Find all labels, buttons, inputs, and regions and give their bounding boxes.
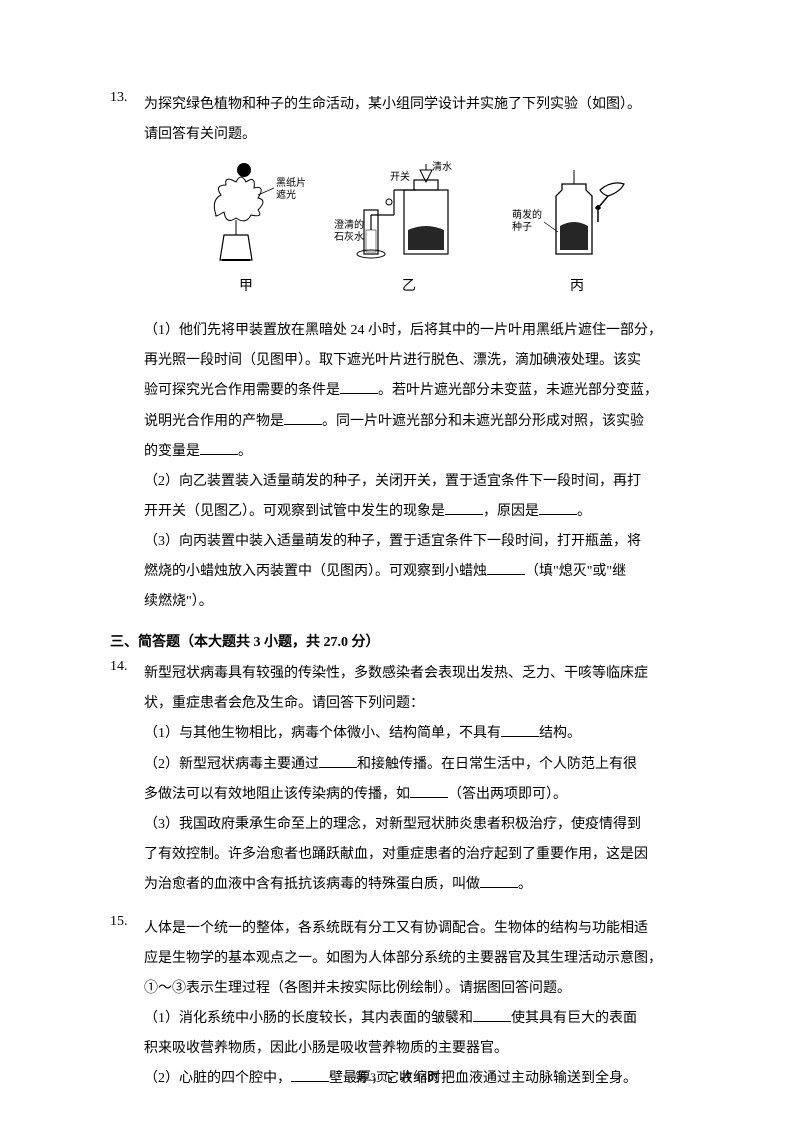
q15-intro-c: ①～③表示生理过程（各图并未按实际比例绘制）。请据图回答问题。 xyxy=(144,974,684,1004)
question-13: 13. 为探究绿色植物和种子的生命活动，某小组同学设计并实施了下列实验（如图）。… xyxy=(110,90,684,617)
blank xyxy=(319,754,357,768)
diagram-label-bing: 丙 xyxy=(570,272,584,302)
diagram-label-yi: 乙 xyxy=(402,272,416,302)
q15-intro-a: 人体是一个统一的整体，各系统既有分工又有协调配合。生物体的结构与功能相适 xyxy=(144,914,684,944)
q14-p1: （1）与其他生物相比，病毒个体微小、结构简单，不具有结构。 xyxy=(144,719,684,749)
blank xyxy=(445,501,483,515)
q14-p3c: 为治愈者的血液中含有抵抗该病毒的特殊蛋白质，叫做。 xyxy=(144,870,684,900)
label-shade: 遮光 xyxy=(276,188,296,201)
svg-text:开关: 开关 xyxy=(390,170,410,183)
svg-text:石灰水: 石灰水 xyxy=(334,230,364,243)
blank xyxy=(284,411,322,425)
q13-p3a: （3）向丙装置中装入适量萌发的种子，置于适宜条件下一段时间，打开瓶盖，将 xyxy=(144,527,684,557)
q13-p1b: 再光照一段时间（见图甲）。取下遮光叶片进行脱色、漂洗，滴加碘液处理。该实 xyxy=(144,346,684,376)
q13-number: 13. xyxy=(110,90,140,106)
q13-p1a: （1）他们先将甲装置放在黑暗处 24 小时，后将其中的一片叶用黑纸片遮住一部分， xyxy=(144,316,684,346)
diagram-bing: 萌发的 种子 丙 xyxy=(512,160,642,302)
section-3-header: 三、简答题（本大题共 3 小题，共 27.0 分） xyxy=(110,631,684,651)
q15-p1b: 积来吸收营养物质，因此小肠是吸收营养物质的主要器官。 xyxy=(144,1034,684,1064)
diagram-yi: 澄清的 石灰水 开关 清水 乙 xyxy=(334,160,484,302)
label-black-paper: 黑纸片 xyxy=(276,176,306,189)
q14-p2b: 多做法可以有效地阻止该传染病的传播，如（答出两项即可）。 xyxy=(144,780,684,810)
q13-intro-a: 为探究绿色植物和种子的生命活动，某小组同学设计并实施了下列实验（如图）。 xyxy=(144,90,684,120)
q13-diagrams: 黑纸片 遮光 甲 xyxy=(144,160,684,302)
blank xyxy=(410,784,448,798)
q14-p2a: （2）新型冠状病毒主要通过和接触传播。在日常生活中，个人防范上有很 xyxy=(144,750,684,780)
q13-intro-b: 请回答有关问题。 xyxy=(144,120,684,150)
q13-p1c: 验可探究光合作用需要的条件是。若叶片遮光部分未变蓝，未遮光部分变蓝， xyxy=(144,376,684,406)
q13-p1d: 说明光合作用的产物是。同一片叶遮光部分和未遮光部分形成对照，该实验 xyxy=(144,407,684,437)
q13-p2b: 开开关（见图乙）。可观察到试管中发生的现象是，原因是。 xyxy=(144,497,684,527)
blank xyxy=(473,1008,511,1022)
q14-p3b: 了有效控制。许多治愈者也踊跃献血，对重症患者的治疗起到了重要作用，这是因 xyxy=(144,840,684,870)
q13-body: 为探究绿色植物和种子的生命活动，某小组同学设计并实施了下列实验（如图）。 请回答… xyxy=(144,90,684,617)
q14-intro-a: 新型冠状病毒具有较强的传染性，多数感染者会表现出发热、乏力、干咳等临床症 xyxy=(144,659,684,689)
svg-text:种子: 种子 xyxy=(512,220,532,233)
blank xyxy=(539,501,577,515)
blank xyxy=(501,723,539,737)
q13-p3c: 续燃烧"）。 xyxy=(144,587,684,617)
svg-text:清水: 清水 xyxy=(432,160,452,173)
q14-p3a: （3）我国政府秉承生命至上的理念，对新型冠状肺炎患者积极治疗，使疫情得到 xyxy=(144,810,684,840)
page-footer: 第 3页，共 14页 xyxy=(0,1068,794,1085)
svg-text:萌发的: 萌发的 xyxy=(512,208,542,221)
q13-p1e: 的变量是。 xyxy=(144,437,684,467)
q14-body: 新型冠状病毒具有较强的传染性，多数感染者会表现出发热、乏力、干咳等临床症 状，重… xyxy=(144,659,684,900)
diagram-label-jia: 甲 xyxy=(239,272,253,302)
q15-number: 15. xyxy=(110,914,140,930)
q14-number: 14. xyxy=(110,659,140,675)
question-14: 14. 新型冠状病毒具有较强的传染性，多数感染者会表现出发热、乏力、干咳等临床症… xyxy=(110,659,684,900)
blank xyxy=(340,380,378,394)
q13-p3b: 燃烧的小蜡烛放入丙装置中（见图丙）。可观察到小蜡烛（填"熄灭"或"继 xyxy=(144,557,684,587)
diagram-jia: 黑纸片 遮光 甲 xyxy=(186,160,306,302)
svg-text:澄清的: 澄清的 xyxy=(334,218,364,231)
q13-p2a: （2）向乙装置装入适量萌发的种子，关闭开关，置于适宜条件下一段时间，再打 xyxy=(144,467,684,497)
q15-intro-b: 应是生物学的基本观点之一。如图为人体部分系统的主要器官及其生理活动示意图， xyxy=(144,944,684,974)
blank xyxy=(487,561,525,575)
q14-intro-b: 状，重症患者会危及生命。请回答下列问题： xyxy=(144,689,684,719)
blank xyxy=(480,874,518,888)
q15-p1a: （1）消化系统中小肠的长度较长，其内表面的皱襞和使其具有巨大的表面 xyxy=(144,1004,684,1034)
blank xyxy=(200,441,238,455)
